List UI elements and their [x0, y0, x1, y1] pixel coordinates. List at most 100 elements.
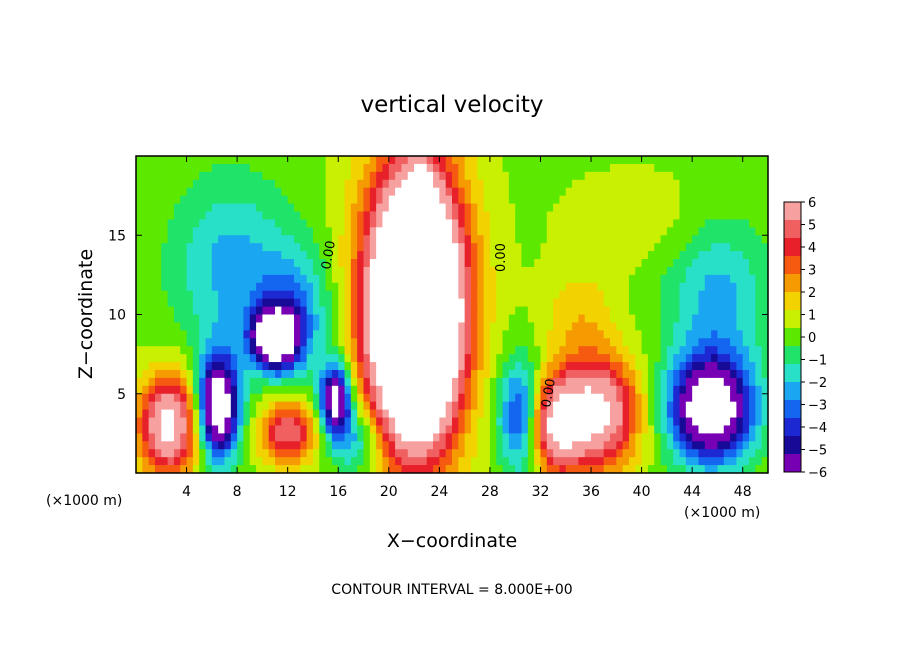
- field-cell: [736, 203, 744, 213]
- field-cell: [420, 259, 428, 268]
- field-cell: [224, 282, 232, 292]
- field-cell: [730, 433, 737, 442]
- field-cell: [679, 362, 687, 371]
- field-cell: [300, 465, 308, 473]
- field-cell: [452, 251, 459, 260]
- field-cell: [540, 290, 548, 300]
- field-cell: [262, 449, 270, 458]
- field-cell: [180, 409, 188, 419]
- field-cell: [711, 306, 719, 316]
- field-cell: [489, 385, 497, 395]
- field-cell: [666, 417, 674, 427]
- field-cell: [192, 369, 200, 379]
- field-cell: [692, 306, 700, 316]
- field-cell: [268, 179, 276, 189]
- field-cell: [388, 163, 396, 173]
- field-cell: [230, 385, 238, 395]
- field-cell: [591, 266, 598, 276]
- field-cell: [426, 417, 434, 427]
- field-cell: [268, 465, 276, 473]
- field-cell: [489, 227, 497, 236]
- field-cell: [692, 457, 700, 466]
- field-cell: [679, 322, 687, 331]
- field-cell: [692, 171, 700, 181]
- field-cell: [654, 179, 662, 189]
- field-cell: [742, 393, 750, 403]
- field-cell: [294, 433, 301, 442]
- field-cell: [489, 433, 497, 442]
- field-cell: [704, 417, 712, 427]
- field-cell: [572, 377, 579, 387]
- field-cell: [489, 156, 497, 165]
- field-cell: [331, 441, 339, 450]
- field-cell: [515, 433, 523, 442]
- field-cell: [452, 306, 459, 316]
- field-cell: [357, 377, 365, 387]
- field-cell: [666, 322, 674, 331]
- field-cell: [685, 417, 693, 427]
- field-cell: [534, 187, 542, 197]
- field-cell: [445, 346, 453, 355]
- field-cell: [483, 417, 491, 427]
- field-cell: [673, 369, 681, 379]
- field-cell: [180, 211, 188, 220]
- field-cell: [148, 266, 156, 276]
- field-cell: [647, 195, 655, 205]
- field-cell: [521, 298, 529, 308]
- field-cell: [565, 385, 573, 395]
- field-cell: [666, 227, 674, 236]
- field-cell: [717, 211, 725, 220]
- field-cell: [376, 457, 384, 466]
- field-cell: [711, 369, 719, 379]
- field-cell: [439, 156, 447, 165]
- field-cell: [584, 369, 592, 379]
- field-cell: [711, 425, 719, 434]
- field-cell: [199, 235, 207, 244]
- field-cell: [205, 298, 213, 308]
- field-cell: [414, 425, 421, 434]
- field-cell: [610, 409, 617, 419]
- field-cell: [325, 354, 333, 363]
- field-cell: [142, 227, 150, 236]
- field-cell: [616, 298, 624, 308]
- field-cell: [268, 227, 276, 236]
- field-cell: [205, 203, 213, 213]
- field-cell: [736, 243, 744, 252]
- field-cell: [515, 282, 523, 292]
- field-cell: [679, 465, 687, 473]
- field-cell: [647, 171, 655, 181]
- field-cell: [199, 211, 207, 220]
- field-cell: [338, 219, 346, 228]
- field-cell: [452, 243, 459, 252]
- field-cell: [300, 251, 308, 260]
- field-cell: [628, 354, 636, 363]
- velocity-field: [136, 156, 768, 473]
- field-cell: [470, 219, 478, 228]
- field-cell: [154, 163, 162, 173]
- field-cell: [489, 354, 497, 363]
- field-cell: [717, 457, 725, 466]
- x-tick-label: 36: [582, 484, 600, 500]
- field-cell: [521, 179, 529, 189]
- field-cell: [628, 251, 636, 260]
- field-cell: [218, 290, 226, 300]
- field-cell: [148, 369, 156, 379]
- field-cell: [287, 417, 295, 427]
- field-cell: [654, 457, 662, 466]
- field-cell: [186, 449, 194, 458]
- field-cell: [319, 266, 327, 276]
- field-cell: [685, 425, 693, 434]
- field-cell: [319, 179, 327, 189]
- field-cell: [755, 338, 763, 347]
- colorbar-swatch: [784, 238, 801, 257]
- field-cell: [287, 441, 295, 450]
- field-cell: [325, 251, 333, 260]
- field-cell: [723, 227, 731, 236]
- field-cell: [559, 203, 567, 213]
- field-cell: [515, 449, 523, 458]
- field-cell: [287, 385, 295, 395]
- field-cell: [338, 409, 346, 419]
- field-cell: [167, 393, 175, 403]
- field-cell: [376, 235, 384, 244]
- field-cell: [439, 385, 447, 395]
